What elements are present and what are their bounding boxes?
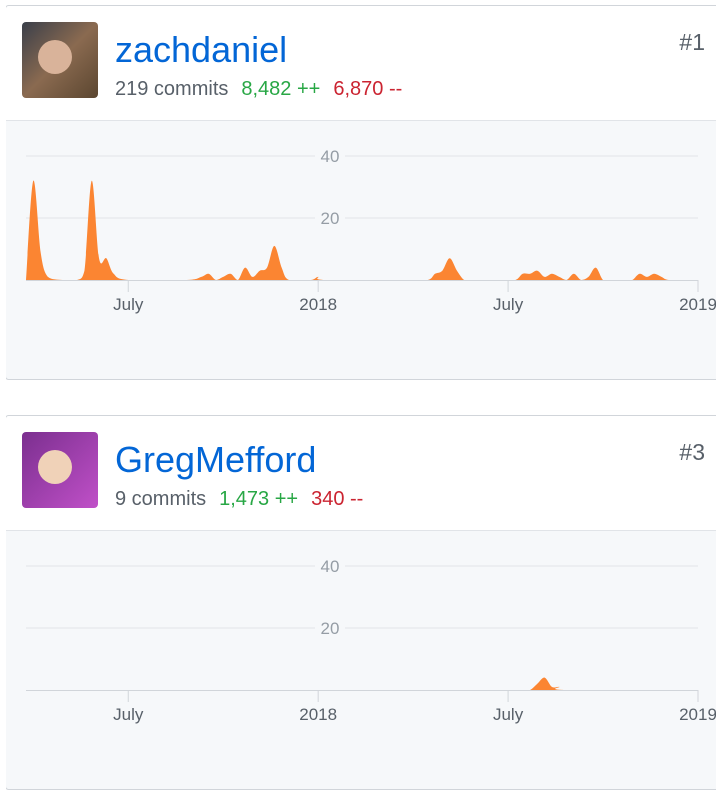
x-tick-label: July: [113, 295, 144, 314]
tick-label-bg: [315, 147, 345, 165]
deletions: 6,870 --: [333, 78, 402, 100]
card-border: [6, 5, 716, 380]
username[interactable]: GregMefford: [115, 439, 316, 480]
card-header-bg: [6, 5, 716, 121]
x-tick-label: 2019: [679, 295, 717, 314]
additions: 8,482 ++: [241, 78, 320, 100]
tick-label-bg: [315, 619, 345, 637]
username[interactable]: zachdaniel: [115, 29, 287, 70]
tick-label-bg: [315, 209, 345, 227]
x-tick-label: July: [493, 295, 524, 314]
deletions: 340 --: [311, 488, 363, 510]
x-tick-label: 2019: [679, 705, 717, 724]
y-tick-label: 20: [321, 209, 340, 228]
x-tick-label: 2018: [299, 295, 337, 314]
commit-stats: 9 commits 1,473 ++ 340 --: [115, 488, 363, 510]
commit-count: 219 commits: [115, 78, 228, 100]
y-tick-label: 40: [321, 557, 340, 576]
rank: #1: [679, 29, 705, 55]
x-tick-label: July: [113, 705, 144, 724]
commit-stats: 219 commits 8,482 ++ 6,870 --: [115, 78, 402, 100]
card-header-bg: [6, 415, 716, 531]
chart-bg: [6, 120, 716, 380]
x-tick-label: 2018: [299, 705, 337, 724]
tick-label-bg: [315, 557, 345, 575]
avatar-face: [38, 450, 72, 484]
commit-area: [26, 180, 691, 280]
commit-count: 9 commits: [115, 488, 206, 510]
card-border: [6, 415, 716, 790]
y-tick-label: 40: [321, 147, 340, 166]
additions: 1,473 ++: [219, 488, 298, 510]
rank: #3: [679, 439, 705, 465]
chart-bg: [6, 530, 716, 790]
avatar-face: [38, 40, 72, 74]
y-tick-label: 20: [321, 619, 340, 638]
contributor-card: GregMefford #3 9 commits 1,473 ++ 340 -- 20 40…: [6, 415, 717, 790]
x-tick-label: July: [493, 705, 524, 724]
